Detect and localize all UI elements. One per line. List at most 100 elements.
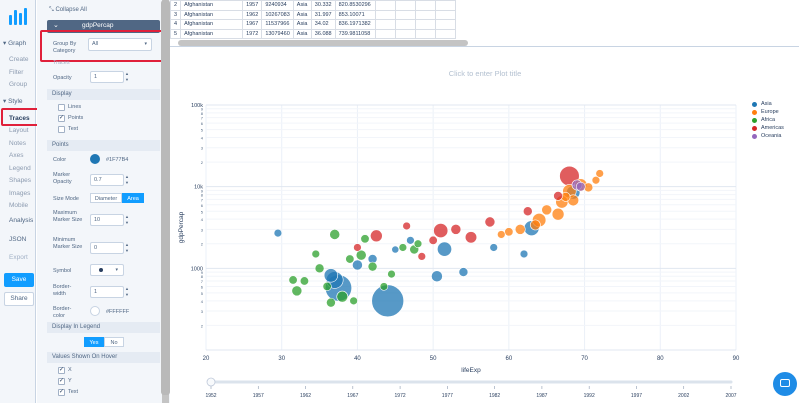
- legend-item[interactable]: Asia: [752, 100, 784, 108]
- table-cell[interactable]: 1962: [242, 9, 263, 20]
- legend-no-button[interactable]: No: [104, 337, 124, 347]
- panel-scrollbar-thumb[interactable]: [161, 0, 170, 395]
- nav-section-style[interactable]: ▾ Style: [3, 98, 23, 105]
- opacity-stepper-icon[interactable]: ▲ ▼: [125, 71, 129, 82]
- table-cell[interactable]: Asia: [292, 0, 312, 11]
- data-point-asia[interactable]: [437, 241, 452, 257]
- table-cell[interactable]: Afghanistan: [180, 0, 244, 11]
- nav-item-create[interactable]: Create: [9, 56, 29, 63]
- max-marker-stepper-icon[interactable]: ▲ ▼: [125, 214, 129, 225]
- data-point-americas[interactable]: [402, 221, 411, 231]
- data-point-africa[interactable]: [314, 263, 325, 274]
- table-cell[interactable]: 1967: [242, 19, 263, 30]
- save-button[interactable]: Save: [4, 273, 34, 287]
- data-point-africa[interactable]: [326, 297, 336, 308]
- table-cell[interactable]: 5: [169, 28, 182, 39]
- share-button[interactable]: Share: [4, 292, 34, 306]
- hover-x-checkbox[interactable]: ✓: [58, 367, 65, 374]
- data-point-africa[interactable]: [299, 276, 309, 286]
- data-point-africa[interactable]: [329, 229, 341, 240]
- data-point-americas[interactable]: [553, 191, 563, 201]
- table-cell-empty[interactable]: [394, 19, 416, 30]
- legend-item[interactable]: Americas: [752, 124, 784, 132]
- border-width-stepper-icon[interactable]: ▲ ▼: [125, 286, 129, 297]
- data-point-africa[interactable]: [387, 269, 396, 279]
- data-point-americas[interactable]: [522, 206, 533, 217]
- data-point-americas[interactable]: [484, 216, 496, 228]
- size-mode-area[interactable]: Area: [122, 193, 144, 203]
- legend-item[interactable]: Oceania: [752, 132, 784, 140]
- table-cell-empty[interactable]: [434, 9, 456, 20]
- table-cell[interactable]: 739.9811058: [334, 28, 376, 39]
- border-width-input[interactable]: 1: [90, 286, 124, 298]
- data-point-americas[interactable]: [464, 231, 478, 244]
- data-point-asia[interactable]: [352, 259, 363, 271]
- opacity-input[interactable]: 1: [90, 71, 124, 83]
- data-point-africa[interactable]: [367, 261, 378, 272]
- max-marker-input[interactable]: 10: [90, 214, 124, 226]
- table-cell[interactable]: 4: [169, 19, 182, 30]
- data-point-africa[interactable]: [360, 234, 370, 244]
- data-point-europe[interactable]: [514, 224, 526, 235]
- nav-item-analysis[interactable]: Analysis: [9, 217, 34, 224]
- table-cell[interactable]: Asia: [292, 19, 312, 30]
- data-point-oceania[interactable]: [575, 181, 586, 192]
- table-cell[interactable]: 1972: [242, 28, 263, 39]
- data-point-europe[interactable]: [497, 230, 506, 239]
- table-cell[interactable]: 820.8530296: [334, 0, 376, 11]
- data-point-africa[interactable]: [291, 285, 303, 297]
- table-cell[interactable]: 3: [169, 9, 182, 20]
- data-point-asia[interactable]: [391, 245, 400, 254]
- grid-scrollbar[interactable]: [178, 40, 468, 46]
- data-point-asia[interactable]: [519, 249, 529, 259]
- border-color-swatch[interactable]: [90, 306, 100, 316]
- year-slider-handle[interactable]: [206, 377, 216, 387]
- data-point-europe[interactable]: [541, 204, 553, 216]
- data-point-africa[interactable]: [398, 243, 408, 252]
- marker-opacity-stepper-icon[interactable]: ▲ ▼: [125, 174, 129, 185]
- table-cell[interactable]: Afghanistan: [180, 28, 244, 39]
- min-marker-input[interactable]: 0: [90, 242, 124, 254]
- table-cell-empty[interactable]: [374, 9, 396, 20]
- table-cell[interactable]: 853.10071: [334, 9, 376, 20]
- table-cell-empty[interactable]: [374, 19, 396, 30]
- table-cell-empty[interactable]: [414, 28, 436, 39]
- data-point-americas[interactable]: [417, 252, 427, 261]
- data-point-americas[interactable]: [428, 235, 438, 245]
- text-checkbox[interactable]: [58, 126, 65, 133]
- nav-item-legend[interactable]: Legend: [9, 165, 31, 172]
- nav-item-json[interactable]: JSON: [9, 236, 27, 243]
- collapse-all-link[interactable]: ⤡ Collapse All: [49, 7, 87, 13]
- nav-section-graph[interactable]: ▾ Graph: [3, 40, 27, 47]
- data-point-asia[interactable]: [323, 268, 339, 283]
- nav-item-mobile[interactable]: Mobile: [9, 202, 29, 209]
- color-swatch[interactable]: [90, 154, 100, 164]
- table-cell-empty[interactable]: [374, 0, 396, 11]
- nav-item-traces[interactable]: Traces: [9, 115, 30, 122]
- table-cell[interactable]: 30.332: [310, 0, 336, 11]
- data-point-africa[interactable]: [311, 249, 321, 259]
- data-point-asia[interactable]: [371, 284, 405, 318]
- table-cell[interactable]: 9240934: [261, 0, 294, 11]
- table-cell[interactable]: Afghanistan: [180, 9, 244, 20]
- data-point-asia[interactable]: [431, 270, 443, 283]
- data-point-europe[interactable]: [529, 219, 541, 231]
- data-point-americas[interactable]: [433, 223, 449, 239]
- size-mode-diameter[interactable]: Diameter: [90, 193, 122, 203]
- table-cell-empty[interactable]: [414, 9, 436, 20]
- table-cell-empty[interactable]: [434, 19, 456, 30]
- lines-checkbox[interactable]: [58, 104, 65, 111]
- table-cell-empty[interactable]: [434, 28, 456, 39]
- table-cell[interactable]: Asia: [292, 28, 312, 39]
- group-by-select[interactable]: All ▾: [88, 38, 152, 51]
- data-point-africa[interactable]: [355, 249, 367, 261]
- table-cell-empty[interactable]: [374, 28, 396, 39]
- legend-item[interactable]: Europe: [752, 108, 784, 116]
- nav-item-group[interactable]: Group: [9, 81, 28, 88]
- data-point-africa[interactable]: [349, 296, 358, 306]
- table-cell[interactable]: Afghanistan: [180, 19, 244, 30]
- data-point-americas[interactable]: [353, 243, 362, 252]
- table-cell-empty[interactable]: [394, 0, 416, 11]
- table-cell[interactable]: 1957: [242, 0, 263, 11]
- data-point-europe[interactable]: [551, 207, 565, 221]
